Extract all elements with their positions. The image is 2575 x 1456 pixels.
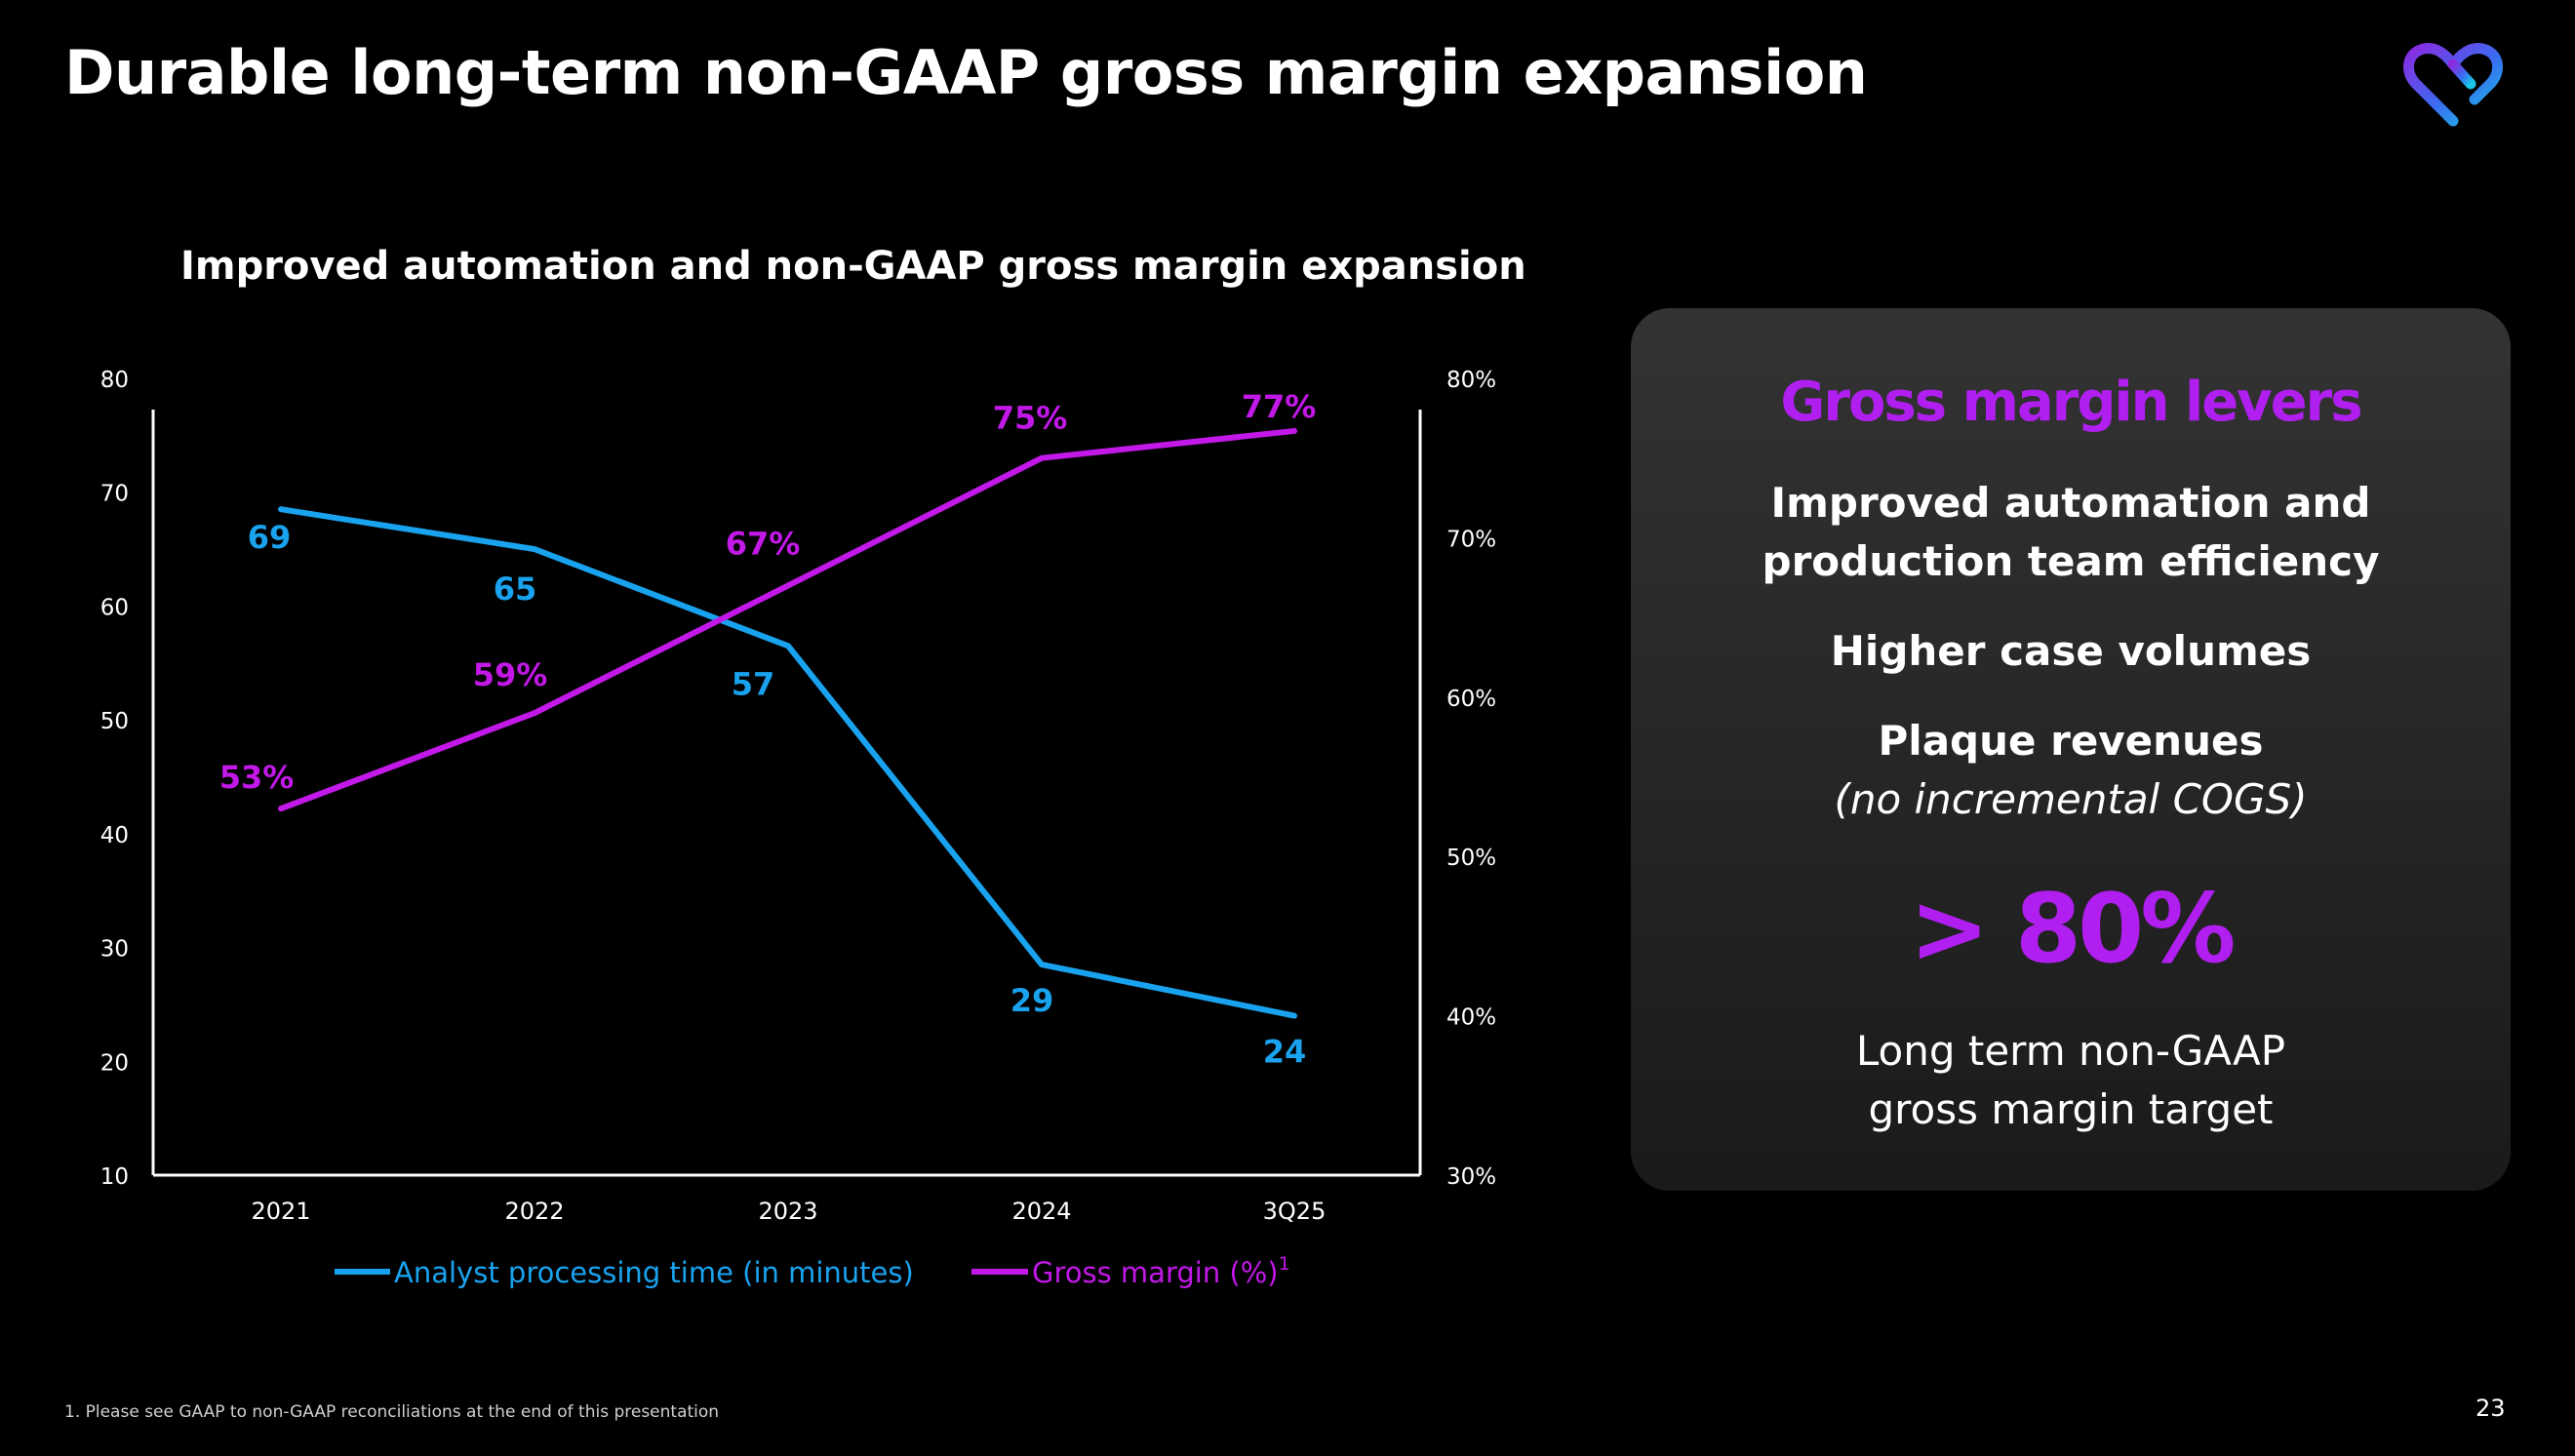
levers-title: Gross margin levers bbox=[1780, 371, 2362, 434]
chart-title: Improved automation and non-GAAP gross m… bbox=[180, 244, 1526, 289]
brand-logo-icon bbox=[2403, 43, 2503, 127]
processing-time-data-label: 57 bbox=[732, 665, 775, 702]
y-left-tick-label: 50 bbox=[100, 709, 129, 734]
x-tick-label: 3Q25 bbox=[1263, 1198, 1327, 1225]
y-left-tick-label: 30 bbox=[100, 937, 129, 963]
y-right-tick-label: 60% bbox=[1446, 687, 1496, 712]
x-tick-label: 2024 bbox=[1011, 1198, 1071, 1225]
slide-title: Durable long-term non-GAAP gross margin … bbox=[64, 37, 1868, 108]
y-right-tick-label: 70% bbox=[1446, 527, 1496, 552]
y-left-tick-label: 60 bbox=[100, 595, 129, 620]
processing-time-data-label: 69 bbox=[248, 519, 292, 556]
y-right-tick-label: 40% bbox=[1446, 1005, 1496, 1031]
gross-margin-data-label: 59% bbox=[473, 656, 548, 693]
lever-case-volumes: Higher case volumes bbox=[1830, 627, 2312, 675]
x-tick-label: 2021 bbox=[251, 1198, 310, 1225]
lever-automation-line1: Improved automation and bbox=[1770, 479, 2371, 527]
gross-margin-data-label: 53% bbox=[219, 759, 295, 796]
processing-time-line bbox=[278, 506, 1297, 1019]
processing-time-data-label: 29 bbox=[1010, 982, 1054, 1019]
gross-margin-data-label: 75% bbox=[993, 400, 1068, 437]
gross-margin-levers-card: Gross margin levers Improved automation … bbox=[1631, 308, 2511, 1191]
legend-superscript: 1 bbox=[1279, 1253, 1290, 1275]
gross-margin-data-label: 67% bbox=[726, 525, 801, 562]
gross-margin-line bbox=[278, 427, 1297, 812]
lever-plaque-note: (no incremental COGS) bbox=[1834, 775, 2308, 823]
y-left-tick-label: 40 bbox=[100, 823, 129, 848]
legend-label-gross-margin: Gross margin (%)1 bbox=[1032, 1253, 1290, 1289]
processing-time-data-label: 24 bbox=[1263, 1034, 1307, 1071]
processing-time-data-label: 65 bbox=[494, 571, 537, 608]
target-label-line2: gross margin target bbox=[1868, 1085, 2274, 1133]
y-right-tick-label: 80% bbox=[1446, 368, 1496, 393]
line-chart: 10 20 30 40 50 60 70 80 30% 40% 50% 60% 70% 80% 2021 20… bbox=[100, 368, 1496, 1289]
gross-margin-data-label: 77% bbox=[1242, 388, 1317, 425]
y-right-tick-label: 30% bbox=[1446, 1164, 1496, 1190]
footnote: 1. Please see GAAP to non-GAAP reconcili… bbox=[64, 1402, 720, 1422]
x-tick-label: 2023 bbox=[758, 1198, 817, 1225]
y-left-tick-label: 70 bbox=[100, 482, 129, 507]
target-value: > 80% bbox=[1909, 874, 2237, 985]
y-left-tick-label: 80 bbox=[100, 368, 129, 393]
target-label-line1: Long term non-GAAP bbox=[1855, 1027, 2286, 1075]
y-left-tick-label: 20 bbox=[100, 1050, 129, 1076]
y-right-tick-label: 50% bbox=[1446, 846, 1496, 871]
lever-plaque-revenues: Plaque revenues bbox=[1878, 717, 2264, 765]
y-left-tick-label: 10 bbox=[100, 1164, 129, 1190]
x-tick-label: 2022 bbox=[504, 1198, 564, 1225]
legend-label-processing-time: Analyst processing time (in minutes) bbox=[394, 1256, 914, 1289]
lever-automation-line2: production team efficiency bbox=[1762, 537, 2380, 585]
page-number: 23 bbox=[2476, 1395, 2506, 1422]
